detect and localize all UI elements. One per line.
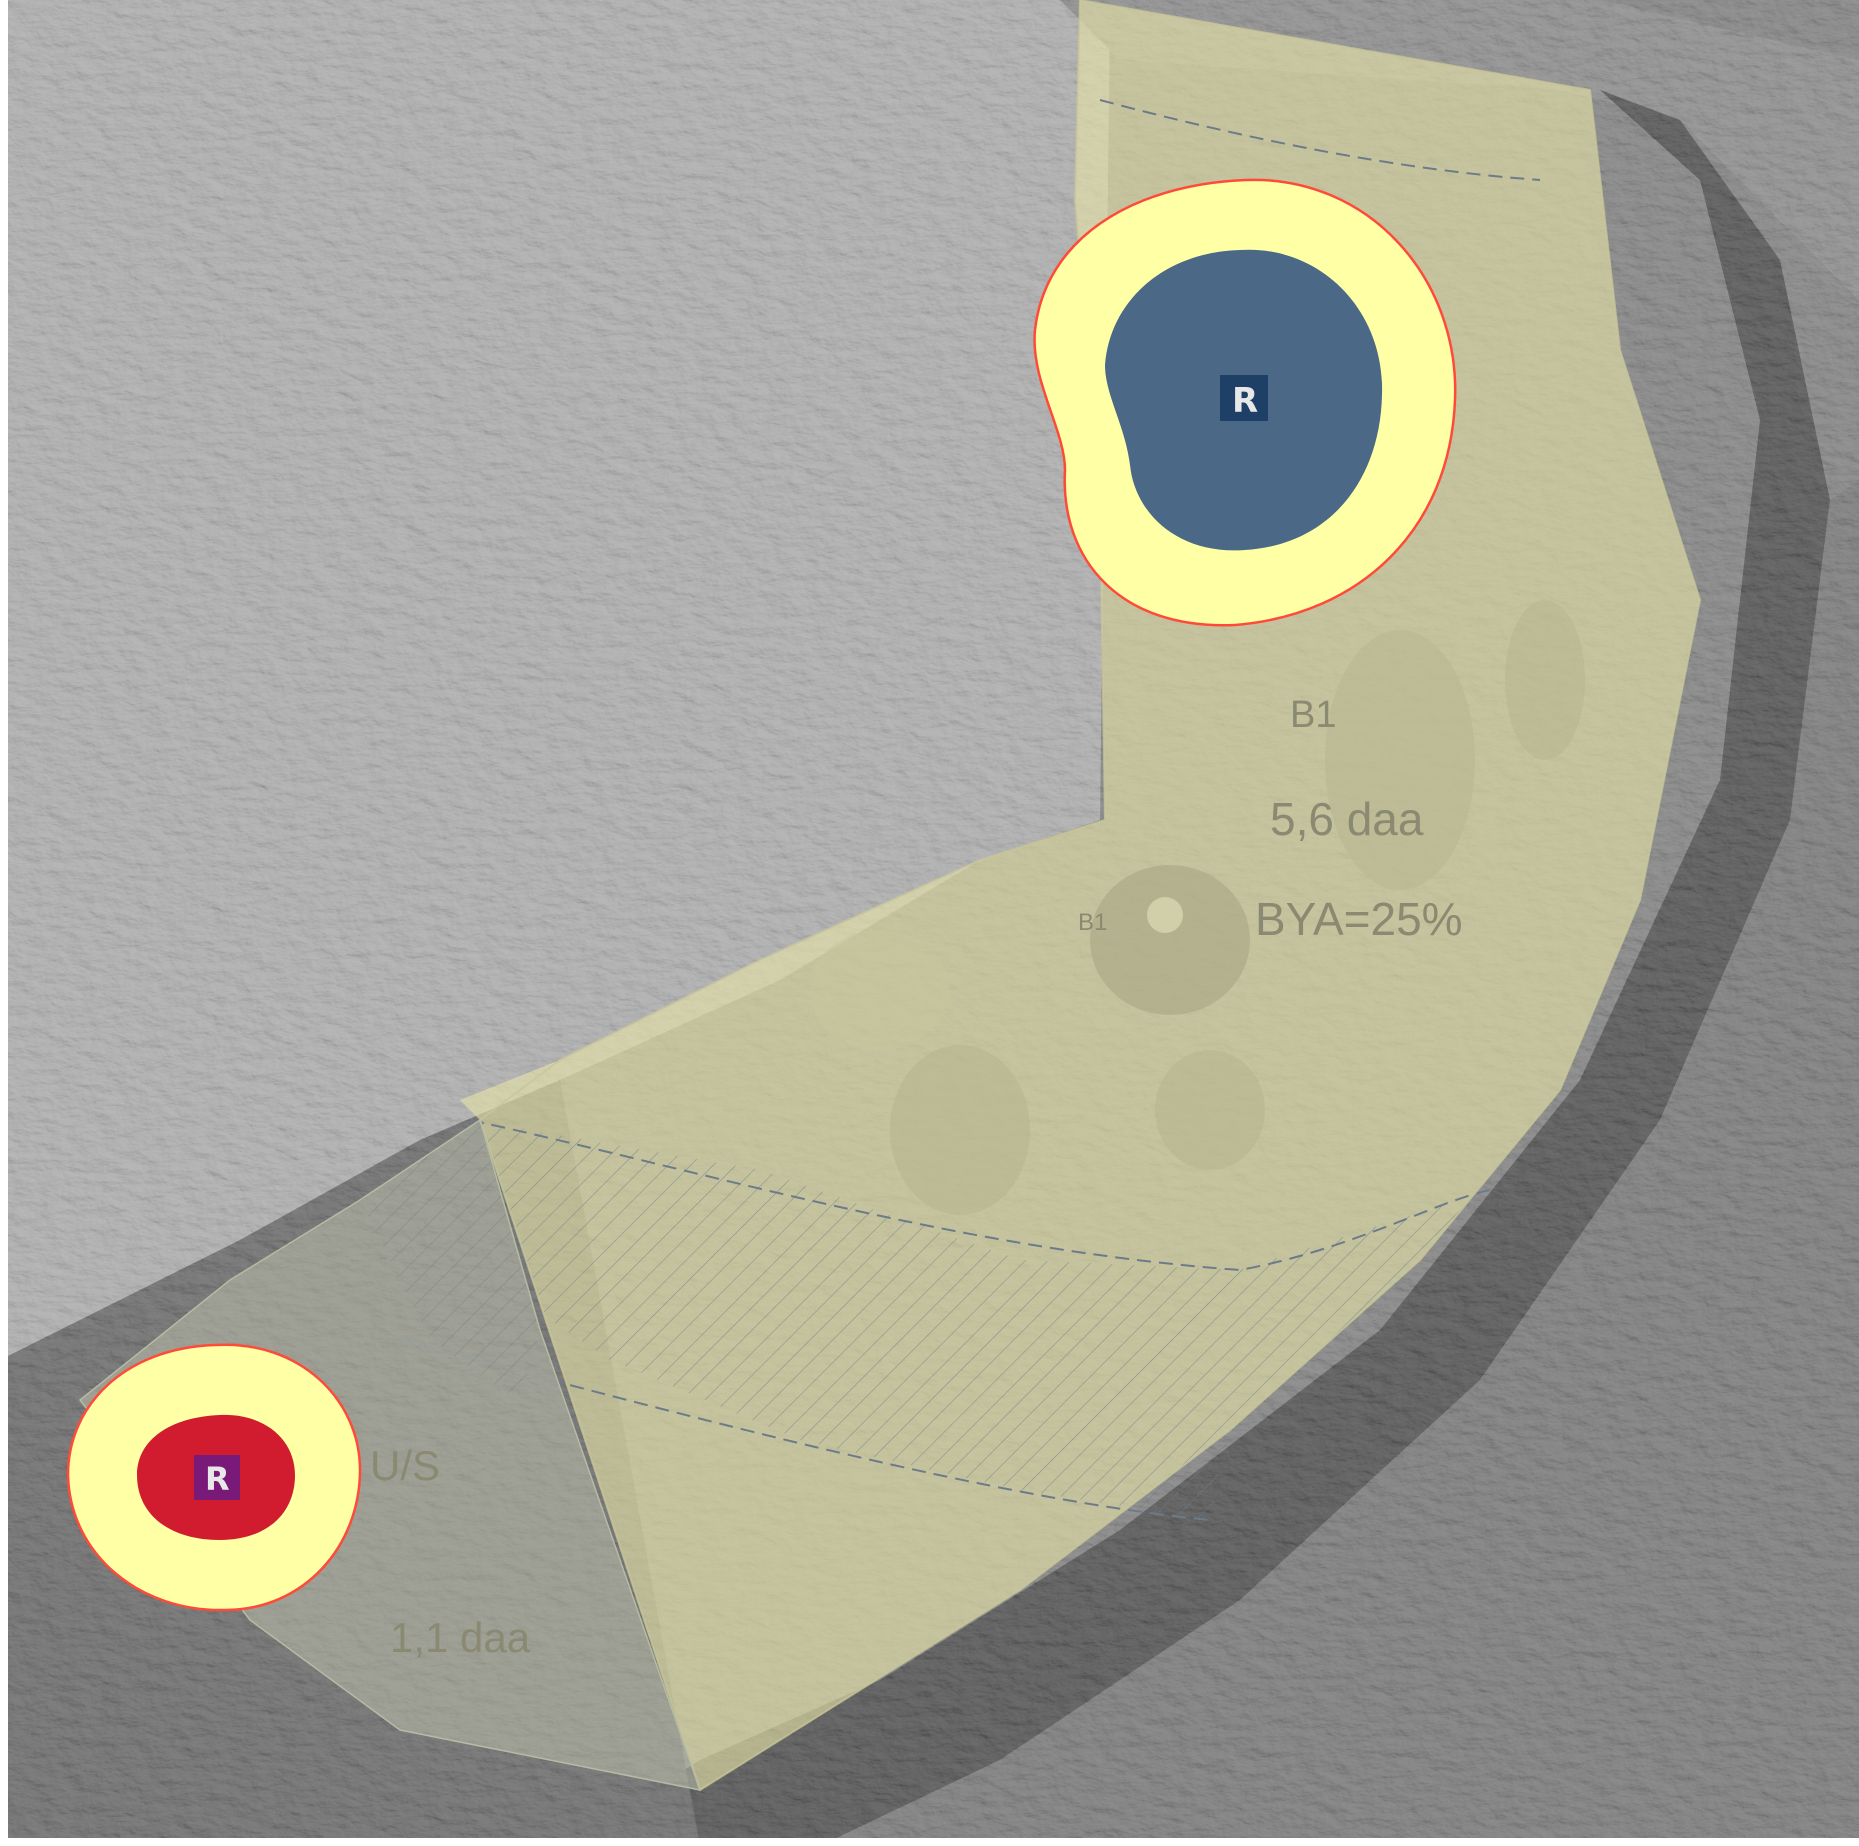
marker-large-r-icon bbox=[1220, 375, 1268, 421]
marker-small-r-icon bbox=[194, 1455, 240, 1500]
point-b1-label: B1 bbox=[1078, 909, 1107, 936]
marker-small-letter: R bbox=[205, 1460, 230, 1498]
zone-b1-area-label: 5,6 daa bbox=[1270, 793, 1424, 845]
marker-large[interactable]: R bbox=[1033, 178, 1457, 627]
zone-us[interactable] bbox=[78, 1118, 702, 1791]
zone-b1-bya-label: BYA=25% bbox=[1255, 893, 1463, 945]
marker-small[interactable]: R bbox=[66, 1343, 362, 1612]
marker-large-letter: R bbox=[1232, 381, 1258, 421]
zone-us-code-label: U/S bbox=[370, 1442, 440, 1489]
zone-us-area-label: 1,1 daa bbox=[390, 1614, 531, 1661]
zone-b1-code-label: B1 bbox=[1290, 694, 1336, 736]
